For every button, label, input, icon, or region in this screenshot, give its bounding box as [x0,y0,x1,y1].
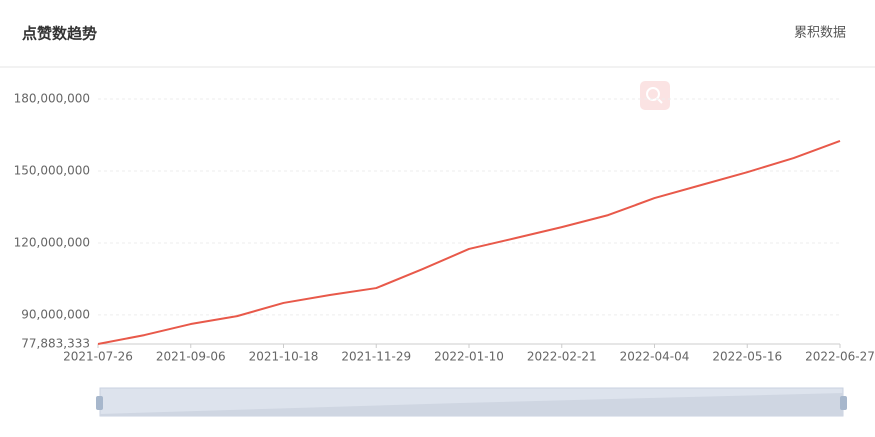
x-tick-label: 2021-07-26 [63,350,133,364]
x-tick-label: 2022-02-21 [527,350,597,364]
x-tick-label: 2021-10-18 [249,350,319,364]
y-tick-label: 120,000,000 [14,235,90,249]
y-tick-label: 90,000,000 [21,307,90,321]
x-tick-label: 2022-06-27 [805,350,875,364]
x-tick-label: 2021-09-06 [156,350,226,364]
data-zoom-slider[interactable] [96,387,847,417]
x-tick-label: 2022-04-04 [620,350,690,364]
x-tick-label: 2022-01-10 [434,350,504,364]
line [97,140,841,345]
y-tick-label: 77,883,333 [21,337,90,351]
y-tick-label: 150,000,000 [14,163,90,177]
x-tick-label: 2021-11-29 [341,350,411,364]
x-tick-label: 2022-05-16 [712,350,782,364]
zoom-button[interactable] [640,81,670,110]
y-tick-label: 180,000,000 [14,92,90,106]
toggle-button[interactable]: 累积数据 [794,26,846,41]
chart-title: 点赞数趋势 [22,25,97,43]
